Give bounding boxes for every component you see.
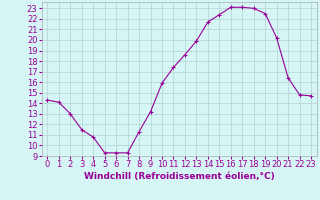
X-axis label: Windchill (Refroidissement éolien,°C): Windchill (Refroidissement éolien,°C) (84, 172, 275, 181)
